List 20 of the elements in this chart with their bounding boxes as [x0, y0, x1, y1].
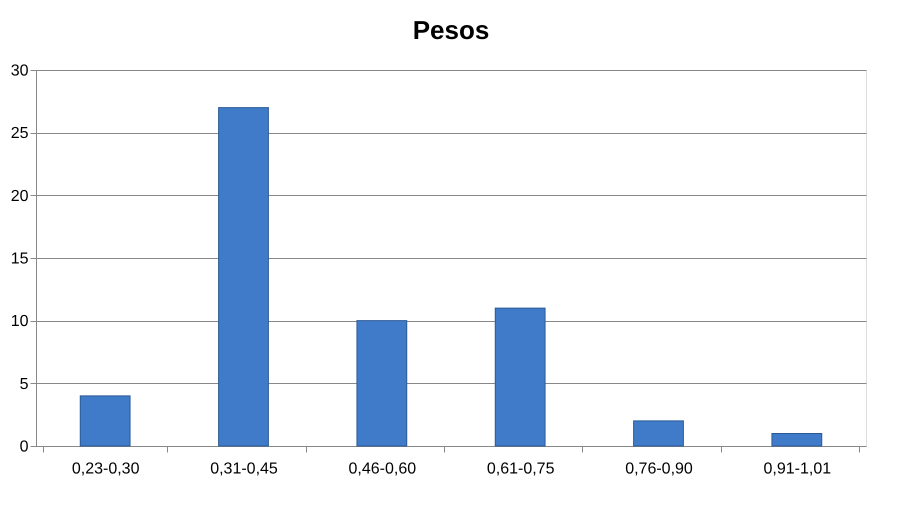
y-tick-label: 15 [10, 250, 29, 268]
chart-title: Pesos [412, 15, 490, 45]
bar [356, 320, 408, 446]
y-tick-label: 20 [10, 188, 29, 205]
bar [80, 395, 131, 446]
x-tick-label: 0,46-0,60 [348, 460, 416, 478]
bar [494, 308, 546, 446]
y-tick-label: 5 [20, 376, 29, 393]
y-tick-label: 0 [20, 438, 29, 456]
bar [771, 432, 822, 446]
y-tick-label: 30 [10, 62, 29, 80]
x-tick-label: 0,61-0,75 [486, 460, 555, 478]
y-tick-label: 10 [10, 313, 29, 330]
x-tick-label: 0,76-0,90 [625, 460, 693, 478]
bar [218, 107, 269, 446]
bar [633, 420, 684, 446]
y-tick-label: 25 [10, 125, 29, 142]
x-tick-label: 0,23-0,30 [72, 460, 140, 478]
x-tick-label: 0,91-1,01 [764, 460, 832, 478]
x-tick-label: 0,31-0,45 [210, 460, 278, 478]
